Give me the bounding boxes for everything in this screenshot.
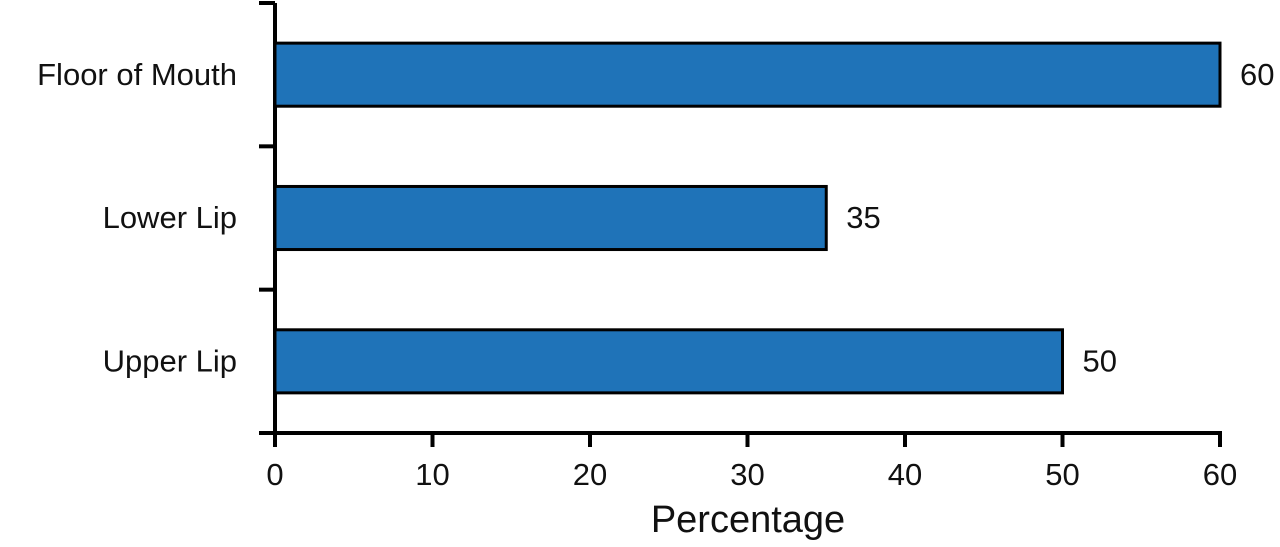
- y-tick-label: Upper Lip: [103, 344, 237, 379]
- value-label: 60: [1240, 57, 1274, 92]
- x-axis-label: Percentage: [651, 499, 845, 541]
- x-tick-label: 40: [888, 457, 922, 492]
- x-tick-label: 60: [1203, 457, 1237, 492]
- bar: [273, 328, 1064, 395]
- x-tick-label: 20: [573, 457, 607, 492]
- x-tick-label: 50: [1045, 457, 1079, 492]
- value-label: 35: [846, 200, 880, 235]
- x-tick-label: 30: [730, 457, 764, 492]
- value-label: 50: [1083, 344, 1117, 379]
- x-tick-label: 0: [266, 457, 283, 492]
- y-tick-label: Lower Lip: [103, 200, 237, 235]
- x-tick-label: 10: [415, 457, 449, 492]
- bar: [273, 41, 1222, 108]
- y-tick-label: Floor of Mouth: [37, 57, 237, 92]
- bar: [273, 184, 828, 252]
